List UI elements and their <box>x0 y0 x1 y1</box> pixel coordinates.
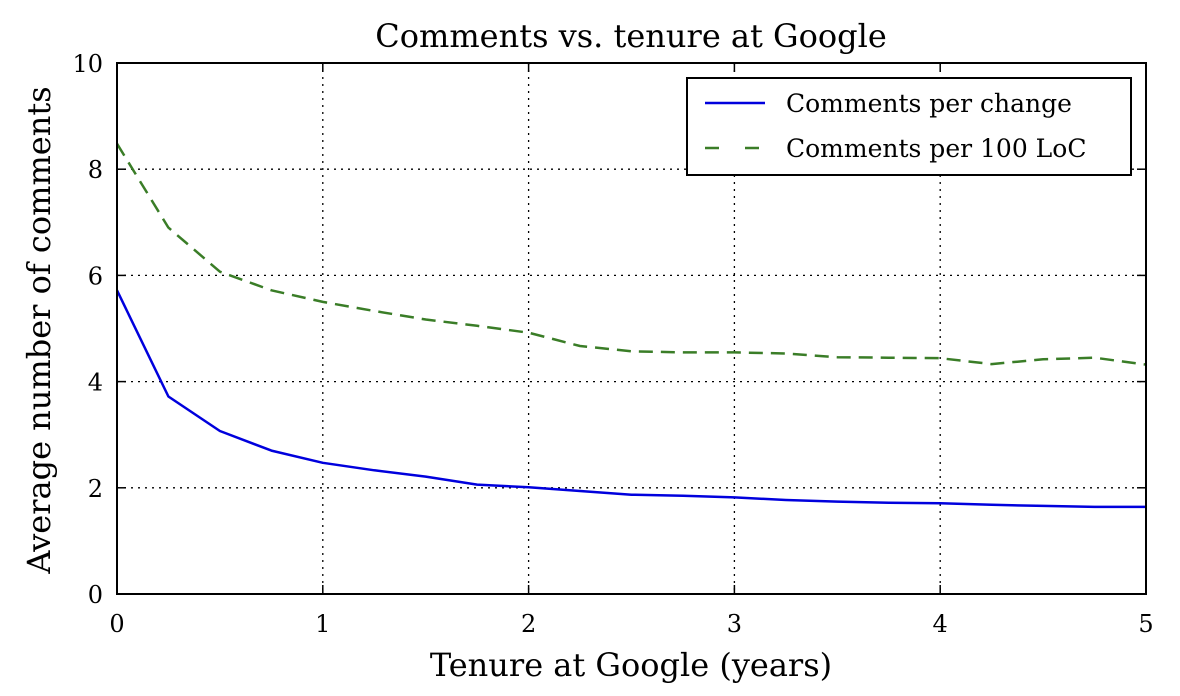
legend-label-comments-per-100-loc: Comments per 100 LoC <box>786 134 1086 163</box>
x-tick-label: 0 <box>109 610 124 638</box>
y-axis-label: Average number of comments <box>20 86 58 574</box>
y-tick-label: 10 <box>72 50 103 78</box>
x-tick-label: 1 <box>315 610 330 638</box>
x-tick-label: 2 <box>521 610 536 638</box>
x-tick-label: 5 <box>1138 610 1153 638</box>
plot-frame <box>116 62 1147 595</box>
tick-marks <box>116 62 1147 595</box>
y-tick-label: 8 <box>88 156 103 184</box>
series-line-comments-per-100-loc <box>115 143 1147 366</box>
x-tick-labels: 0 1 2 3 4 5 <box>109 610 1153 638</box>
series-line-comments-per-change <box>115 289 1146 509</box>
y-tick-label: 4 <box>88 369 103 397</box>
legend-box <box>686 77 1132 176</box>
y-tick-label: 2 <box>88 475 103 503</box>
legend-label-comments-per-change: Comments per change <box>786 89 1072 118</box>
chart-title: Comments vs. tenure at Google <box>375 17 887 55</box>
legend: Comments per change Comments per 100 LoC <box>686 77 1132 176</box>
series-layer <box>115 143 1147 509</box>
x-tick-label: 4 <box>933 610 948 638</box>
y-tick-labels: 0 2 4 6 8 10 <box>72 50 103 609</box>
y-tick-label: 6 <box>88 262 103 290</box>
y-tick-label: 0 <box>88 581 103 609</box>
x-tick-label: 3 <box>727 610 742 638</box>
x-axis-label: Tenure at Google (years) <box>430 646 832 684</box>
